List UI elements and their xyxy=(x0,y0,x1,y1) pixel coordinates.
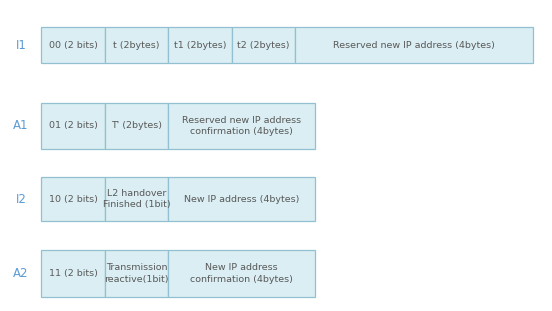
Text: L2 handover
Finished (1bit): L2 handover Finished (1bit) xyxy=(103,189,171,209)
Text: New IP address (4bytes): New IP address (4bytes) xyxy=(184,195,299,203)
Text: New IP address
confirmation (4bytes): New IP address confirmation (4bytes) xyxy=(190,263,293,284)
Text: 01 (2 bits): 01 (2 bits) xyxy=(49,122,98,130)
Bar xyxy=(105,177,168,221)
Bar xyxy=(41,177,105,221)
Bar xyxy=(295,27,533,63)
Bar xyxy=(168,27,232,63)
Text: A1: A1 xyxy=(13,119,29,132)
Bar xyxy=(41,250,105,297)
Text: Reserved new IP address
confirmation (4bytes): Reserved new IP address confirmation (4b… xyxy=(182,116,301,136)
Bar xyxy=(105,27,168,63)
Bar xyxy=(41,103,105,149)
Text: Transmission
reactive(1bit): Transmission reactive(1bit) xyxy=(104,263,169,284)
Bar xyxy=(168,177,315,221)
Text: T' (2bytes): T' (2bytes) xyxy=(111,122,162,130)
Bar xyxy=(232,27,295,63)
Text: 11 (2 bits): 11 (2 bits) xyxy=(49,269,98,278)
Text: t2 (2bytes): t2 (2bytes) xyxy=(237,41,290,49)
Text: 10 (2 bits): 10 (2 bits) xyxy=(49,195,98,203)
Text: I1: I1 xyxy=(15,39,26,52)
Text: t (2bytes): t (2bytes) xyxy=(113,41,160,49)
Bar xyxy=(105,250,168,297)
Text: 00 (2 bits): 00 (2 bits) xyxy=(49,41,98,49)
Bar xyxy=(168,103,315,149)
Text: A2: A2 xyxy=(13,267,29,280)
Text: t1 (2bytes): t1 (2bytes) xyxy=(174,41,226,49)
Bar xyxy=(105,103,168,149)
Bar xyxy=(41,27,105,63)
Text: Reserved new IP address (4bytes): Reserved new IP address (4bytes) xyxy=(333,41,495,49)
Bar xyxy=(168,250,315,297)
Text: I2: I2 xyxy=(15,193,26,206)
